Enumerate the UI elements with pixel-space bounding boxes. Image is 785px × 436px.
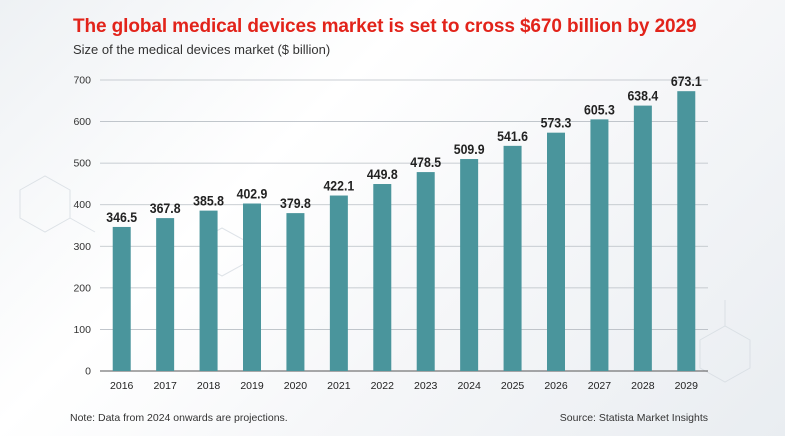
y-tick-label: 700 [73, 75, 91, 87]
x-tick-label: 2019 [240, 380, 264, 392]
x-tick-label: 2016 [110, 380, 134, 392]
x-tick-label: 2026 [544, 380, 568, 392]
data-label: 379.8 [280, 195, 311, 211]
y-tick-label: 100 [73, 324, 91, 336]
bar-2016 [112, 226, 131, 371]
data-label: 509.9 [454, 141, 485, 157]
data-label: 367.8 [150, 200, 181, 216]
footnote: Note: Data from 2024 onwards are project… [70, 412, 288, 424]
bar-2026 [547, 132, 565, 371]
data-label: 478.5 [410, 154, 441, 170]
y-tick-label: 200 [73, 282, 91, 294]
x-tick-label: 2023 [414, 380, 438, 392]
data-label: 346.5 [106, 209, 137, 225]
chart-title: The global medical devices market is set… [73, 16, 697, 37]
x-tick-label: 2017 [153, 380, 177, 392]
data-label: 402.9 [237, 186, 268, 202]
x-tick-label: 2024 [457, 380, 481, 392]
bar-2017 [156, 218, 175, 371]
y-tick-label: 0 [85, 366, 91, 378]
x-tick-label: 2018 [197, 380, 221, 392]
bar-2028 [633, 105, 652, 371]
data-label: 605.3 [584, 102, 615, 118]
bar-2025 [503, 145, 522, 371]
data-label: 422.1 [323, 178, 354, 194]
data-label: 638.4 [627, 88, 658, 104]
data-label: 449.8 [367, 166, 398, 182]
bar-2029 [677, 91, 696, 372]
y-tick-label: 600 [73, 116, 91, 128]
x-tick-label: 2029 [675, 380, 699, 392]
source-credit: Source: Statista Market Insights [559, 412, 708, 424]
data-label: 541.6 [497, 128, 528, 144]
x-tick-label: 2021 [327, 380, 351, 392]
x-tick-label: 2022 [371, 380, 395, 392]
y-tick-label: 400 [73, 199, 91, 211]
data-label: 573.3 [541, 115, 572, 131]
data-label: 673.1 [671, 73, 702, 89]
y-tick-label: 300 [73, 241, 91, 253]
x-tick-label: 2025 [501, 380, 525, 392]
bar-2027 [590, 119, 609, 372]
bar-2018 [199, 210, 218, 371]
bar-2022 [373, 184, 392, 371]
y-tick-label: 500 [73, 158, 91, 170]
x-tick-label: 2020 [284, 380, 308, 392]
x-tick-label: 2027 [588, 380, 612, 392]
bar-2020 [286, 213, 305, 371]
bar-2023 [416, 172, 435, 371]
bar-2019 [243, 203, 261, 371]
x-tick-label: 2028 [631, 380, 655, 392]
data-label: 385.8 [193, 193, 224, 209]
bar-2021 [329, 195, 348, 371]
chart-subtitle: Size of the medical devices market ($ bi… [73, 42, 331, 57]
bar-2024 [460, 159, 479, 371]
